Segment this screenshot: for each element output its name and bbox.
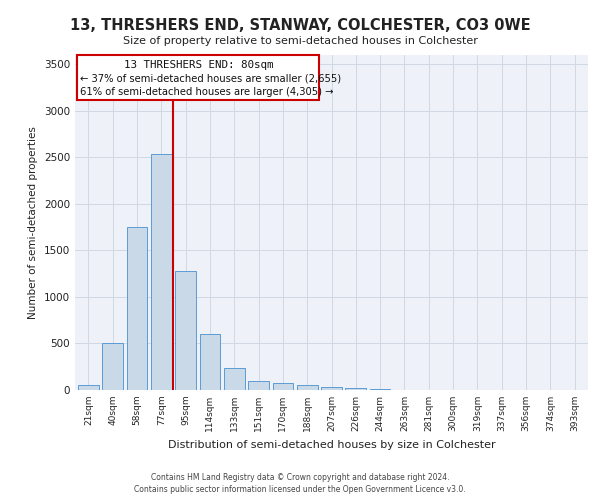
Bar — [200, 334, 220, 390]
Y-axis label: Number of semi-detached properties: Number of semi-detached properties — [28, 126, 38, 319]
Text: Contains HM Land Registry data © Crown copyright and database right 2024.
Contai: Contains HM Land Registry data © Crown c… — [134, 472, 466, 494]
Bar — [127, 227, 148, 390]
Bar — [103, 344, 123, 390]
Bar — [151, 154, 172, 390]
Bar — [297, 386, 317, 390]
Text: 13, THRESHERS END, STANWAY, COLCHESTER, CO3 0WE: 13, THRESHERS END, STANWAY, COLCHESTER, … — [70, 18, 530, 32]
Bar — [272, 384, 293, 390]
Text: ← 37% of semi-detached houses are smaller (2,655): ← 37% of semi-detached houses are smalle… — [80, 73, 341, 83]
Text: Size of property relative to semi-detached houses in Colchester: Size of property relative to semi-detach… — [122, 36, 478, 46]
Bar — [78, 386, 99, 390]
Bar — [175, 271, 196, 390]
Text: 13 THRESHERS END: 80sqm: 13 THRESHERS END: 80sqm — [124, 60, 273, 70]
Bar — [248, 380, 269, 390]
Text: 61% of semi-detached houses are larger (4,305) →: 61% of semi-detached houses are larger (… — [80, 87, 334, 97]
FancyBboxPatch shape — [77, 55, 319, 100]
Bar — [370, 389, 391, 390]
Bar — [321, 387, 342, 390]
X-axis label: Distribution of semi-detached houses by size in Colchester: Distribution of semi-detached houses by … — [167, 440, 496, 450]
Bar — [224, 368, 245, 390]
Bar — [346, 388, 366, 390]
